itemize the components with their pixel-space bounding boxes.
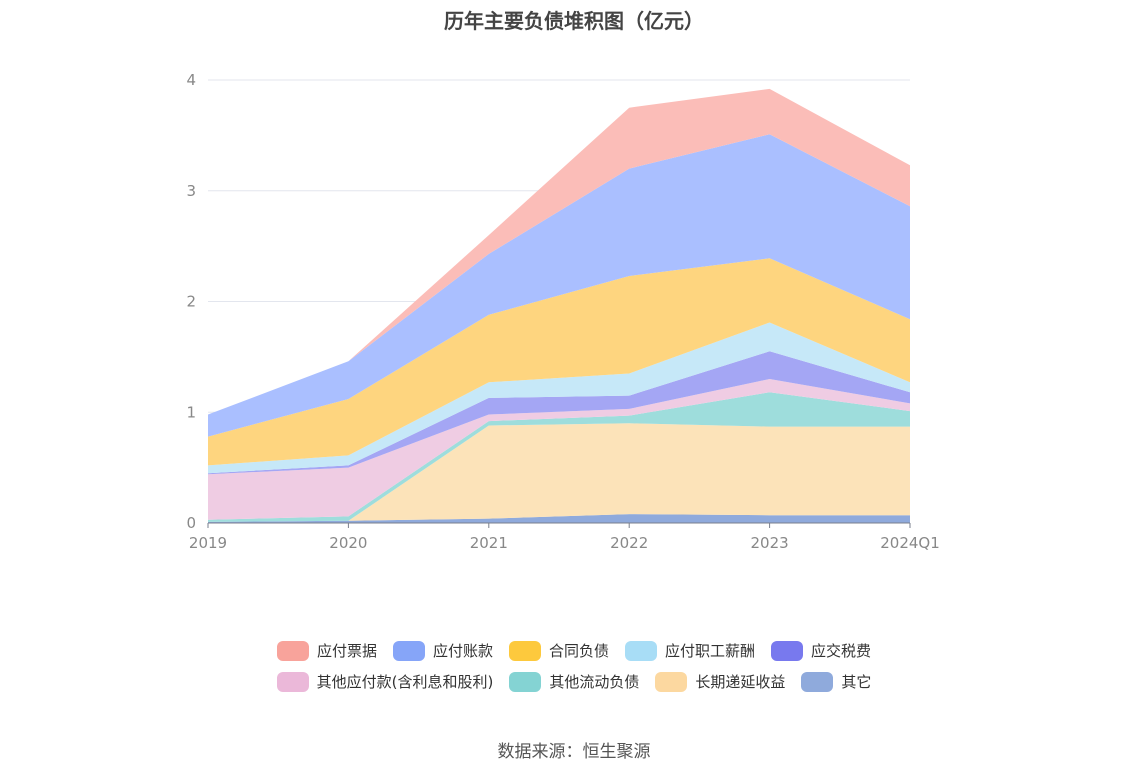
x-tick-label: 2020 — [329, 534, 367, 552]
legend-item[interactable]: 应付账款 — [392, 640, 493, 661]
legend-swatch — [771, 640, 804, 661]
legend-item[interactable]: 其他应付款(含利息和股利) — [276, 671, 494, 692]
legend-swatch — [392, 640, 425, 661]
y-tick-label: 3 — [186, 182, 196, 200]
legend-row-2: 其他应付款(含利息和股利) 其他流动负债 长期递延收益 其它 — [0, 671, 1148, 692]
legend-item[interactable]: 应付职工薪酬 — [625, 640, 755, 661]
legend-label: 应付账款 — [432, 642, 493, 660]
area-series-6 — [208, 258, 910, 466]
legend-label: 长期递延收益 — [695, 673, 786, 691]
legend-swatch — [625, 640, 657, 661]
legend-label: 应交税费 — [811, 642, 872, 660]
stacked-area-chart: 0 1 2 3 4 2019 2020 2021 2022 2023 2024Q1 — [186, 71, 939, 552]
y-tick-label: 0 — [186, 514, 196, 532]
area-series-7 — [208, 134, 910, 437]
legend-item[interactable]: 合同负债 — [508, 640, 609, 661]
y-tick-label: 1 — [186, 403, 196, 421]
area-series-4 — [208, 351, 910, 475]
legend-item[interactable]: 其它 — [801, 671, 871, 692]
legend: 应付票据 应付账款 合同负债 应付职工薪酬 应交税费 其他应付款(含利息和股利) 其他流动… — [0, 640, 1148, 702]
legend-swatch — [508, 640, 541, 661]
legend-label: 合同负债 — [548, 642, 609, 660]
legend-label: 应付职工薪酬 — [665, 642, 756, 660]
area-series-group — [208, 88, 910, 523]
chart-title: 历年主要负债堆积图（亿元） — [444, 9, 704, 33]
area-series-2 — [208, 392, 910, 522]
source-note: 数据来源：恒生聚源 — [497, 742, 651, 762]
area-series-8 — [208, 88, 910, 415]
legend-item[interactable]: 应付票据 — [276, 640, 377, 661]
legend-item[interactable]: 其他流动负债 — [509, 671, 639, 692]
area-series-0 — [208, 514, 910, 523]
area-series-5 — [208, 322, 910, 474]
legend-row-1: 应付票据 应付账款 合同负债 应付职工薪酬 应交税费 — [0, 640, 1148, 661]
legend-swatch — [655, 671, 688, 692]
x-tick-label: 2019 — [189, 534, 227, 552]
legend-label: 其它 — [841, 673, 872, 691]
axes: 0 1 2 3 4 2019 2020 2021 2022 2023 2024Q1 — [186, 71, 939, 552]
x-tick-label: 2023 — [751, 534, 789, 552]
area-series-1 — [208, 423, 910, 522]
legend-swatch — [276, 671, 309, 692]
x-tick-label: 2021 — [470, 534, 508, 552]
legend-label: 应付票据 — [316, 642, 377, 660]
y-tick-label: 2 — [186, 293, 196, 311]
legend-item[interactable]: 应交税费 — [771, 640, 871, 661]
x-tick-label: 2024Q1 — [880, 534, 940, 552]
legend-item[interactable]: 长期递延收益 — [655, 671, 785, 692]
legend-label: 其他流动负债 — [549, 673, 640, 691]
x-tick-label: 2022 — [610, 534, 648, 552]
legend-swatch — [801, 671, 834, 692]
y-tick-label: 4 — [186, 71, 196, 89]
legend-swatch — [276, 640, 309, 661]
legend-swatch — [509, 671, 542, 692]
legend-label: 其他应付款(含利息和股利) — [316, 673, 494, 691]
area-series-3 — [208, 379, 910, 520]
